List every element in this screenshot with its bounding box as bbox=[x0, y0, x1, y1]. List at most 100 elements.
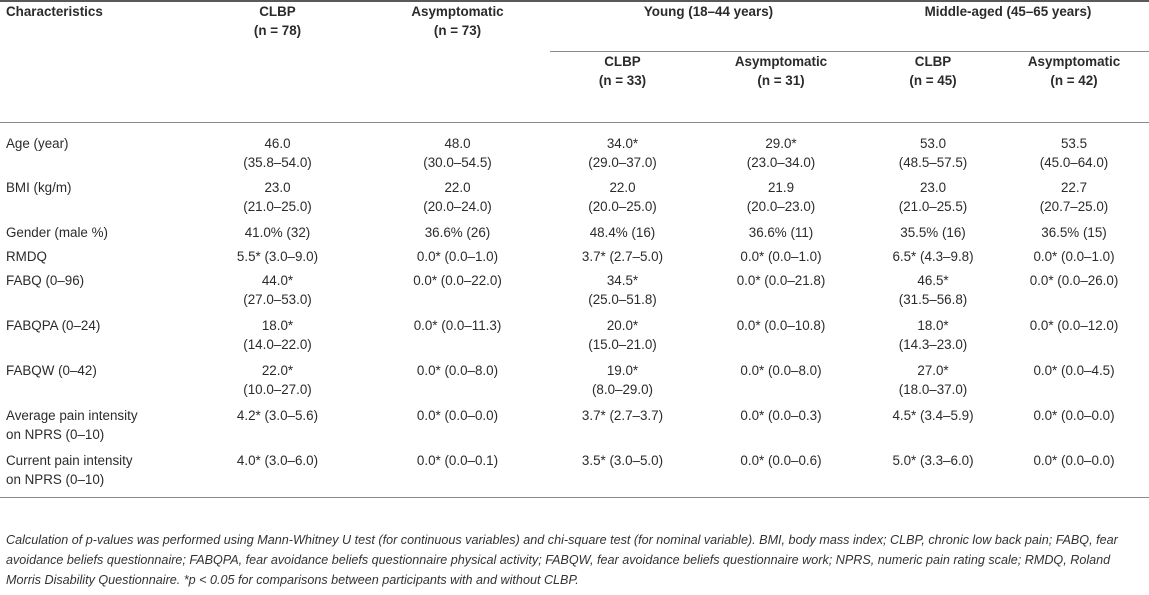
row-label-line: on NPRS (0–10) bbox=[6, 427, 105, 442]
header-row: Characteristics CLBP (n = 78) Asymptomat… bbox=[0, 1, 1149, 51]
table-cell: 18.0* (14.0–22.0) bbox=[190, 316, 365, 361]
row-label-line: on NPRS (0–10) bbox=[6, 472, 105, 487]
table-row: FABQW (0–42) 22.0* (10.0–27.0) 0.0* (0.0–8.… bbox=[0, 361, 1149, 406]
row-label-line: FABQW (0–42) bbox=[6, 363, 97, 378]
header-mid-asym-n: (n = 42) bbox=[1050, 72, 1098, 88]
table-cell: 48.0 (30.0–54.5) bbox=[365, 122, 550, 178]
table-cell: 23.0 (21.0–25.5) bbox=[867, 178, 999, 223]
table-cell: 23.0 (21.0–25.0) bbox=[190, 178, 365, 223]
cell-line: 3.7* (2.7–5.0) bbox=[581, 249, 664, 264]
cell-line: (45.0–64.0) bbox=[1039, 154, 1109, 170]
header-mid-asym: Asymptomatic (n = 42) bbox=[999, 50, 1149, 122]
cell-line: (20.7–25.0) bbox=[1039, 199, 1109, 214]
cell-line: 20.0* bbox=[606, 318, 639, 333]
row-label: RMDQ bbox=[0, 247, 190, 271]
table-row: Average pain intensity on NPRS (0–10) 4.2*… bbox=[0, 406, 1149, 451]
cell-line: 0.0* (0.0–0.1) bbox=[416, 453, 499, 468]
table-cell: 22.7 (20.7–25.0) bbox=[999, 178, 1149, 223]
cell-line: 18.0* bbox=[261, 318, 294, 333]
cell-line: 0.0* (0.0–0.0) bbox=[1033, 453, 1115, 468]
cell-line: 23.0 bbox=[919, 180, 947, 195]
cell-line: (20.0–24.0) bbox=[423, 199, 492, 214]
header-young-group: Young (18–44 years) bbox=[643, 4, 774, 19]
header-clbp-all-n-text: (n = 78) bbox=[253, 23, 302, 38]
header-mid-clbp-title: CLBP bbox=[914, 53, 952, 69]
cell-line: 4.0* (3.0–6.0) bbox=[236, 453, 319, 468]
cell-line: 35.5% (16) bbox=[900, 225, 966, 240]
header-young-asym-n: (n = 31) bbox=[757, 72, 805, 88]
cell-line: 23.0 bbox=[264, 180, 291, 195]
cell-line: 34.5* bbox=[606, 273, 639, 288]
table-cell: 22.0 (20.0–25.0) bbox=[550, 178, 695, 223]
table-cell: 0.0* (0.0–0.0) bbox=[365, 406, 550, 451]
header-young-asym-title: Asymptomatic bbox=[734, 53, 828, 69]
header-asym-all-title: Asymptomatic bbox=[411, 4, 504, 19]
table-cell: 44.0* (27.0–53.0) bbox=[190, 271, 365, 316]
cell-line: 0.0* (0.0–8.0) bbox=[740, 363, 822, 378]
table-cell: 0.0* (0.0–26.0) bbox=[999, 271, 1149, 316]
table-cell: 0.0* (0.0–22.0) bbox=[365, 271, 550, 316]
row-label-line: Average pain intensity bbox=[6, 408, 138, 423]
header-young-asym: Asymptomatic (n = 31) bbox=[695, 50, 868, 122]
header-asym-all: Asymptomatic (n = 73) bbox=[365, 1, 550, 51]
cell-line: 4.2* (3.0–5.6) bbox=[236, 408, 319, 423]
cell-line: (27.0–53.0) bbox=[243, 292, 312, 307]
cell-line: (29.0–37.0) bbox=[588, 154, 657, 170]
cell-line: (35.8–54.0) bbox=[243, 154, 312, 170]
table-cell: 0.0* (0.0–8.0) bbox=[365, 361, 550, 406]
table-cell: 0.0* (0.0–0.0) bbox=[999, 451, 1149, 497]
table-cell: 46.0 (35.8–54.0) bbox=[190, 122, 365, 178]
table-cell: 29.0* (23.0–34.0) bbox=[695, 122, 867, 178]
header-young-clbp: CLBP (n = 33) bbox=[550, 50, 695, 122]
row-label: FABQPA (0–24) bbox=[0, 316, 190, 361]
table-row: FABQ (0–96) 44.0* (27.0–53.0) 0.0* (0.0–22.… bbox=[0, 271, 1149, 316]
table-cell: 53.5 (45.0–64.0) bbox=[999, 122, 1149, 178]
cell-line: 48.4% (16) bbox=[589, 225, 656, 240]
row-label-line: RMDQ bbox=[6, 249, 47, 264]
cell-line: 0.0* (0.0–26.0) bbox=[1029, 273, 1119, 288]
table-cell: 0.0* (0.0–21.8) bbox=[695, 271, 867, 316]
cell-line: 53.0 bbox=[919, 135, 947, 151]
cell-line: 34.0* bbox=[606, 135, 639, 151]
cell-line: 46.5* bbox=[917, 273, 949, 288]
table-cell: 3.7* (2.7–3.7) bbox=[550, 406, 695, 451]
table-cell: 0.0* (0.0–1.0) bbox=[999, 247, 1149, 271]
header-mid-clbp: CLBP (n = 45) bbox=[867, 50, 1000, 122]
table-cell: 18.0* (14.3–23.0) bbox=[867, 316, 999, 361]
table-cell: 46.5* (31.5–56.8) bbox=[867, 271, 999, 316]
table-cell: 19.0* (8.0–29.0) bbox=[550, 361, 695, 406]
cell-line: 53.5 bbox=[1060, 135, 1088, 151]
table-cell: 0.0* (0.0–0.0) bbox=[999, 406, 1149, 451]
cell-line: 0.0* (0.0–1.0) bbox=[416, 249, 499, 264]
table-cell: 36.5% (15) bbox=[999, 223, 1149, 247]
row-label-line: FABQ (0–96) bbox=[6, 273, 85, 288]
cell-line: (8.0–29.0) bbox=[591, 382, 654, 397]
header-asym-all-n: (n = 73) bbox=[433, 23, 482, 38]
cell-line: 46.0 bbox=[264, 135, 291, 151]
table-cell: 35.5% (16) bbox=[867, 223, 999, 247]
cell-line: (18.0–37.0) bbox=[898, 382, 968, 397]
table-cell: 0.0* (0.0–1.0) bbox=[365, 247, 550, 271]
row-label: FABQW (0–42) bbox=[0, 361, 190, 406]
cell-line: 36.5% (15) bbox=[1041, 225, 1107, 240]
table-cell: 5.0* (3.3–6.0) bbox=[867, 451, 999, 497]
header-young-clbp-n: (n = 33) bbox=[598, 72, 647, 88]
cell-line: 18.0* bbox=[917, 318, 949, 333]
cell-line: 41.0% (32) bbox=[244, 225, 311, 240]
header-middle-group: Middle-aged (45–65 years) bbox=[924, 4, 1092, 19]
table-cell: 22.0 (20.0–24.0) bbox=[365, 178, 550, 223]
table-cell: 0.0* (0.0–8.0) bbox=[695, 361, 867, 406]
header-clbp-all: CLBP (n = 78) bbox=[190, 1, 365, 51]
cell-line: 0.0* (0.0–0.6) bbox=[740, 453, 822, 468]
row-label-line: FABQPA (0–24) bbox=[6, 318, 101, 333]
table-row: BMI (kg/m) 23.0 (21.0–25.0) 22.0 (20.0–24.0)… bbox=[0, 178, 1149, 223]
cell-line: 0.0* (0.0–8.0) bbox=[416, 363, 499, 378]
table-cell: 21.9 (20.0–23.0) bbox=[695, 178, 867, 223]
characteristics-table: Characteristics CLBP (n = 78) Asymptomat… bbox=[0, 1, 1149, 497]
cell-line: (14.0–22.0) bbox=[243, 337, 312, 352]
table-cell: 48.4% (16) bbox=[550, 223, 695, 247]
table-cell: 34.0* (29.0–37.0) bbox=[550, 122, 695, 178]
table-cell: 53.0 (48.5–57.5) bbox=[867, 122, 999, 178]
header-clbp-all-title: CLBP bbox=[259, 4, 296, 19]
cell-line: (21.0–25.0) bbox=[243, 199, 312, 214]
